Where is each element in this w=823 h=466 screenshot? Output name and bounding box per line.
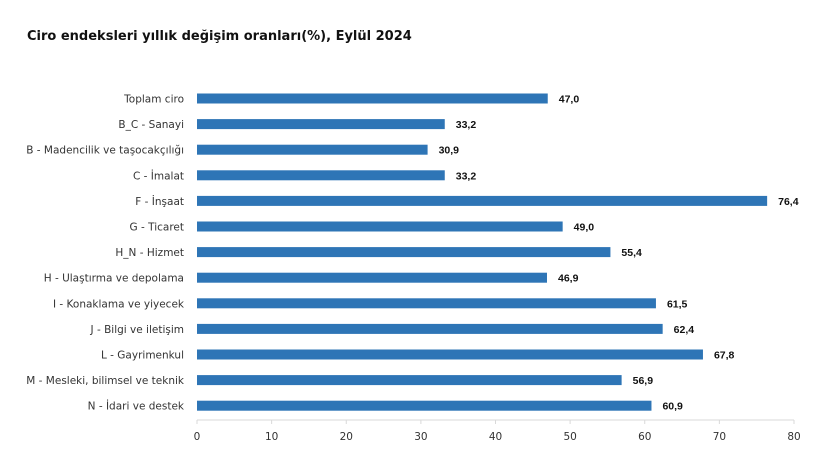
data-label: 60,9	[662, 401, 683, 413]
data-label: 67,8	[714, 350, 735, 362]
data-label: 33,2	[456, 119, 477, 131]
x-tick-label: 80	[787, 431, 800, 443]
x-tick-label: 50	[563, 431, 576, 443]
category-label: N - İdari ve destek	[88, 400, 185, 413]
bar	[197, 323, 663, 334]
category-label: J - Bilgi ve iletişim	[90, 324, 184, 336]
data-label: 47,0	[559, 94, 580, 106]
category-label: H_N - Hizmet	[115, 247, 184, 259]
category-label: M - Mesleki, bilimsel ve teknik	[26, 375, 185, 387]
bar	[197, 272, 547, 283]
x-tick-label: 10	[265, 431, 278, 443]
data-label: 61,5	[667, 298, 688, 310]
data-label: 49,0	[574, 222, 595, 234]
category-label: I - Konaklama ve yiyecek	[53, 298, 185, 310]
data-label: 30,9	[439, 145, 460, 157]
category-label: C - İmalat	[133, 169, 184, 182]
bar	[197, 349, 703, 360]
x-tick-label: 20	[340, 431, 353, 443]
data-label: 76,4	[778, 196, 799, 208]
category-label: F - İnşaat	[135, 195, 184, 208]
category-label: B - Madencilik ve taşocakçılığı	[26, 145, 184, 157]
bar	[197, 221, 563, 232]
bar	[197, 375, 622, 386]
x-tick-label: 30	[414, 431, 427, 443]
data-label: 55,4	[621, 247, 642, 259]
data-label: 62,4	[674, 324, 695, 336]
bar	[197, 400, 652, 411]
bar	[197, 195, 768, 206]
category-label: H - Ulaştırma ve depolama	[44, 273, 184, 285]
bar	[197, 170, 445, 181]
category-label: G - Ticaret	[130, 222, 184, 234]
x-tick-label: 70	[713, 431, 726, 443]
category-label: L - Gayrimenkul	[101, 350, 184, 362]
data-label: 33,2	[456, 170, 477, 182]
data-label: 46,9	[558, 273, 579, 285]
chart-title: Ciro endeksleri yıllık değişim oranları(…	[27, 29, 412, 44]
bar	[197, 298, 656, 309]
category-label: Toplam ciro	[123, 94, 184, 106]
bar	[197, 144, 428, 155]
bar	[197, 119, 445, 130]
category-label: B_C - Sanayi	[118, 119, 184, 131]
data-label: 56,9	[633, 375, 654, 387]
x-tick-label: 0	[194, 431, 201, 443]
x-tick-label: 60	[638, 431, 651, 443]
bar	[197, 247, 611, 258]
x-tick-label: 40	[489, 431, 502, 443]
bar	[197, 93, 548, 104]
